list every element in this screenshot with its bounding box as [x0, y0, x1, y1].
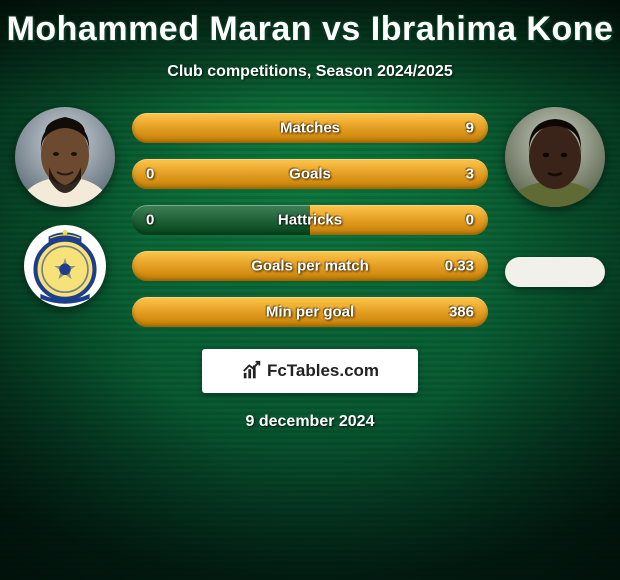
left-player-avatar — [15, 107, 115, 207]
bar-value-right: 0.33 — [445, 258, 474, 275]
stat-bar: Min per goal 386 — [132, 297, 488, 327]
comparison-card: Mohammed Maran vs Ibrahima Kone Club com… — [0, 0, 620, 580]
bar-label: Hattricks — [278, 212, 342, 229]
left-club-crest — [24, 225, 106, 307]
main-row: Matches 9 Goals 0 3 Hattricks 0 0 Goals per matc… — [0, 107, 620, 327]
avatar-right-icon — [505, 107, 605, 207]
crest-left-icon — [24, 225, 106, 307]
right-club-crest-placeholder — [505, 257, 605, 287]
date-text: 9 december 2024 — [0, 413, 620, 431]
stat-bar: Goals per match 0.33 — [132, 251, 488, 281]
bar-value-left: 0 — [146, 212, 154, 229]
bar-value-left: 0 — [146, 166, 154, 183]
page-title: Mohammed Maran vs Ibrahima Kone — [0, 0, 620, 49]
subtitle: Club competitions, Season 2024/2025 — [0, 63, 620, 81]
stat-bar: Matches 9 — [132, 113, 488, 143]
bar-value-right: 3 — [466, 166, 474, 183]
bar-label: Goals — [289, 166, 331, 183]
bar-label: Goals per match — [251, 258, 369, 275]
bar-value-right: 0 — [466, 212, 474, 229]
avatar-left-icon — [15, 107, 115, 207]
left-player-column — [6, 107, 124, 307]
bar-label: Matches — [280, 120, 340, 137]
bar-value-right: 9 — [466, 120, 474, 137]
bar-value-right: 386 — [449, 304, 474, 321]
stat-bars: Matches 9 Goals 0 3 Hattricks 0 0 Goals per matc… — [124, 113, 496, 327]
attribution-text: FcTables.com — [267, 361, 379, 381]
stat-bar: Goals 0 3 — [132, 159, 488, 189]
bar-label: Min per goal — [266, 304, 354, 321]
right-player-avatar — [505, 107, 605, 207]
attribution-box: FcTables.com — [202, 349, 418, 393]
right-player-column — [496, 107, 614, 287]
stat-bar: Hattricks 0 0 — [132, 205, 488, 235]
chart-icon — [241, 360, 263, 382]
